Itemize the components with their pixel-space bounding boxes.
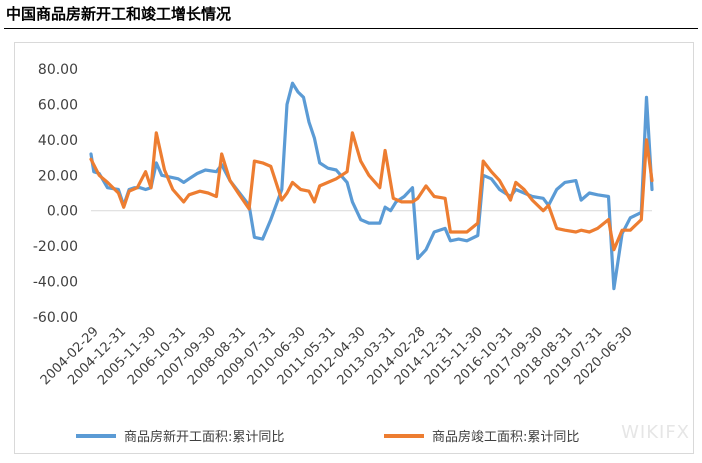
legend-label-2: 商品房竣工面积:累计同比 (432, 429, 579, 445)
chart-title: 中国商品房新开工和竣工增长情况 (6, 5, 232, 23)
y-axis-ticks: 80.00 60.00 40.00 20.00 0.00 -20.00 -40.00 -60.… (33, 62, 78, 326)
chart-panel (14, 42, 694, 454)
title-divider (4, 28, 698, 29)
y-tick-label: 20.00 (38, 168, 78, 184)
series-lines (89, 81, 654, 291)
y-tick-label: -60.00 (33, 310, 78, 326)
y-tick-label: 80.00 (38, 62, 78, 78)
x-axis-ticks: 2004-02-292004-12-312005-11-302006-10-31… (38, 324, 636, 388)
series-line-1 (89, 81, 654, 291)
y-tick-label: 60.00 (38, 97, 78, 113)
y-tick-label: 40.00 (38, 133, 78, 149)
series-line-2 (89, 131, 654, 252)
legend-label-1: 商品房新开工面积:累计同比 (124, 429, 284, 445)
y-tick-label: -20.00 (33, 239, 78, 255)
watermark-logo: WIKIFX (621, 422, 690, 443)
legend: 商品房新开工面积:累计同比 商品房竣工面积:累计同比 (76, 429, 579, 445)
y-tick-label: 0.00 (47, 204, 78, 220)
y-tick-label: -40.00 (33, 275, 78, 291)
